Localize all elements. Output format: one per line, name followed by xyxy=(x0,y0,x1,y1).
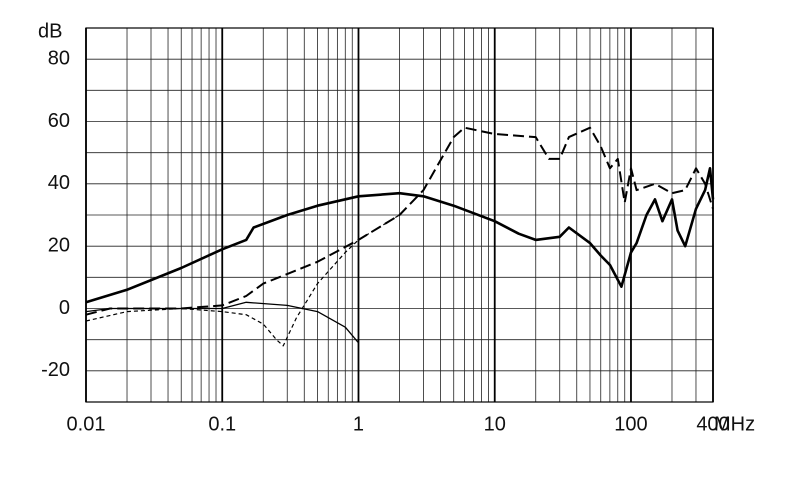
x-axis-label: MHz xyxy=(714,413,755,435)
y-axis-label: dB xyxy=(38,20,62,42)
y-tick-label: 60 xyxy=(48,110,70,132)
plot-frame xyxy=(85,27,714,403)
y-tick-label: 0 xyxy=(59,297,70,319)
series-line xyxy=(85,301,359,344)
y-tick-label: 40 xyxy=(48,172,70,194)
series-line xyxy=(85,126,714,316)
x-tick-label: 400 xyxy=(696,413,729,435)
series-line xyxy=(85,214,400,347)
x-tick-label: 100 xyxy=(614,413,647,435)
x-tick-label: 0.01 xyxy=(67,413,106,435)
series-line xyxy=(85,167,715,304)
x-tick-label: 10 xyxy=(484,413,506,435)
x-tick-label: 0.1 xyxy=(208,413,236,435)
y-tick-label: -20 xyxy=(41,359,70,381)
x-tick-label: 1 xyxy=(353,413,364,435)
y-tick-label: 80 xyxy=(48,47,70,69)
y-tick-label: 20 xyxy=(48,234,70,256)
